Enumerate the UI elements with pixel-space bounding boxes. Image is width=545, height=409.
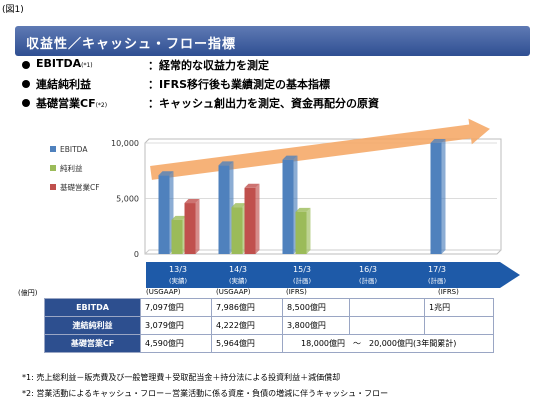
- bar: [158, 175, 170, 254]
- bar-top: [184, 199, 200, 204]
- bullet-term: 基礎営業CF: [36, 97, 96, 110]
- table-cell: [349, 298, 425, 317]
- table-row: 基礎営業CF 4,590億円 5,964億円 18,000億円 ～ 20,000…: [44, 334, 494, 353]
- trend-arrow: [150, 118, 490, 180]
- bar-side: [195, 199, 200, 254]
- table-cell: 7,097億円: [140, 298, 212, 317]
- bullet-term: 連結純利益: [36, 78, 91, 91]
- table-cell: [424, 316, 494, 335]
- timeline-status: (実績): [229, 276, 247, 285]
- bar-side: [306, 207, 311, 254]
- timeline-year: 13/3: [169, 265, 187, 274]
- table-cell: 3,800億円: [282, 316, 350, 335]
- table-cell: 4,590億円: [140, 334, 212, 353]
- timeline-status: (実績): [169, 276, 187, 285]
- bullet-dot-icon: [22, 80, 30, 88]
- footnote-2: *2: 営業活動によるキャッシュ・フロー－営業活動に係る資産・負債の増減に伴うキ…: [22, 389, 389, 398]
- standard-label: (IFRS): [438, 288, 459, 296]
- timeline-year: 16/3: [359, 265, 377, 274]
- y-tick-label: 5,000: [116, 195, 139, 204]
- row-label: 連結純利益: [44, 316, 141, 335]
- bullet-description: ：キャッシュ創出力を測定、資金再配分の原資: [148, 97, 379, 110]
- bullet-footnote-mark: (*2): [95, 102, 108, 109]
- bullet-description: ：IFRS移行後も業績測定の基本指標: [148, 78, 330, 91]
- figure-number: (図1): [2, 5, 24, 15]
- legend-label: 純利益: [60, 163, 83, 173]
- bullet-term: EBITDA: [36, 57, 82, 70]
- bar: [244, 187, 256, 254]
- table-cell: [349, 316, 425, 335]
- bullet-dot-icon: [22, 99, 30, 107]
- timeline-status: (計画): [293, 276, 311, 285]
- slide-title: 収益性／キャッシュ・フロー指標: [26, 37, 237, 52]
- table-cell: 7,986億円: [211, 298, 283, 317]
- table-cell: 5,964億円: [211, 334, 283, 353]
- bar: [184, 203, 196, 254]
- timeline-year: 17/3: [428, 265, 446, 274]
- table-row: EBITDA 7,097億円 7,986億円 8,500億円 1兆円: [44, 298, 494, 317]
- legend-swatch: [50, 165, 56, 171]
- bullet-description: ：経常的な収益力を測定: [148, 59, 269, 72]
- bar: [231, 207, 243, 254]
- table-cell-span: 18,000億円 ～ 20,000億円(3年間累計): [282, 334, 494, 353]
- table-cell: 1兆円: [424, 298, 494, 317]
- row-label: 基礎営業CF: [44, 334, 141, 353]
- bar-side: [441, 139, 446, 254]
- bar-top: [430, 139, 446, 143]
- bar-top: [158, 171, 174, 176]
- bar: [295, 211, 307, 254]
- bar-top: [295, 207, 311, 212]
- y-tick-label: 10,000: [111, 139, 139, 148]
- data-table: EBITDA 7,097億円 7,986億円 8,500億円 1兆円 連結純利益…: [44, 298, 494, 353]
- row-label: EBITDA: [44, 298, 141, 317]
- footnote-1: *1: 売上総利益－販売費及び一般管理費＋受取配当金＋持分法による投資利益＋減価…: [22, 373, 341, 382]
- timeline-status: (計画): [428, 276, 446, 285]
- timeline-year: 15/3: [293, 265, 311, 274]
- plot-floor: [144, 249, 501, 255]
- legend-label: EBITDA: [60, 145, 88, 154]
- bar: [430, 143, 442, 254]
- bar-side: [255, 183, 260, 254]
- legend-swatch: [50, 184, 56, 190]
- bar-top: [244, 183, 260, 188]
- table-cell: 4,222億円: [211, 316, 283, 335]
- table-cell: 8,500億円: [282, 298, 350, 317]
- bar-top: [171, 215, 187, 220]
- standard-label: (USGAAP): [146, 288, 181, 296]
- bullet-footnote-mark: (*1): [81, 62, 93, 69]
- standard-label: (USGAAP): [216, 288, 251, 296]
- bar-top: [231, 203, 247, 208]
- timeline-arrow: [146, 262, 520, 288]
- table-row: 連結純利益 3,079億円 4,222億円 3,800億円: [44, 316, 494, 335]
- bar: [218, 165, 230, 254]
- standard-label: (IFRS): [286, 288, 307, 296]
- timeline-year: 14/3: [229, 265, 247, 274]
- bullet-dot-icon: [22, 61, 30, 69]
- y-tick-label: 0: [134, 250, 139, 259]
- title-bar: [15, 26, 530, 56]
- legend-label: 基礎営業CF: [60, 182, 100, 192]
- bar: [282, 159, 294, 254]
- table-unit-label: (億円): [18, 289, 38, 297]
- table-cell: 3,079億円: [140, 316, 212, 335]
- bar-top: [218, 161, 234, 166]
- bar-top: [282, 155, 298, 160]
- legend-swatch: [50, 146, 56, 152]
- timeline-status: (計画): [359, 276, 377, 285]
- bar: [171, 219, 183, 254]
